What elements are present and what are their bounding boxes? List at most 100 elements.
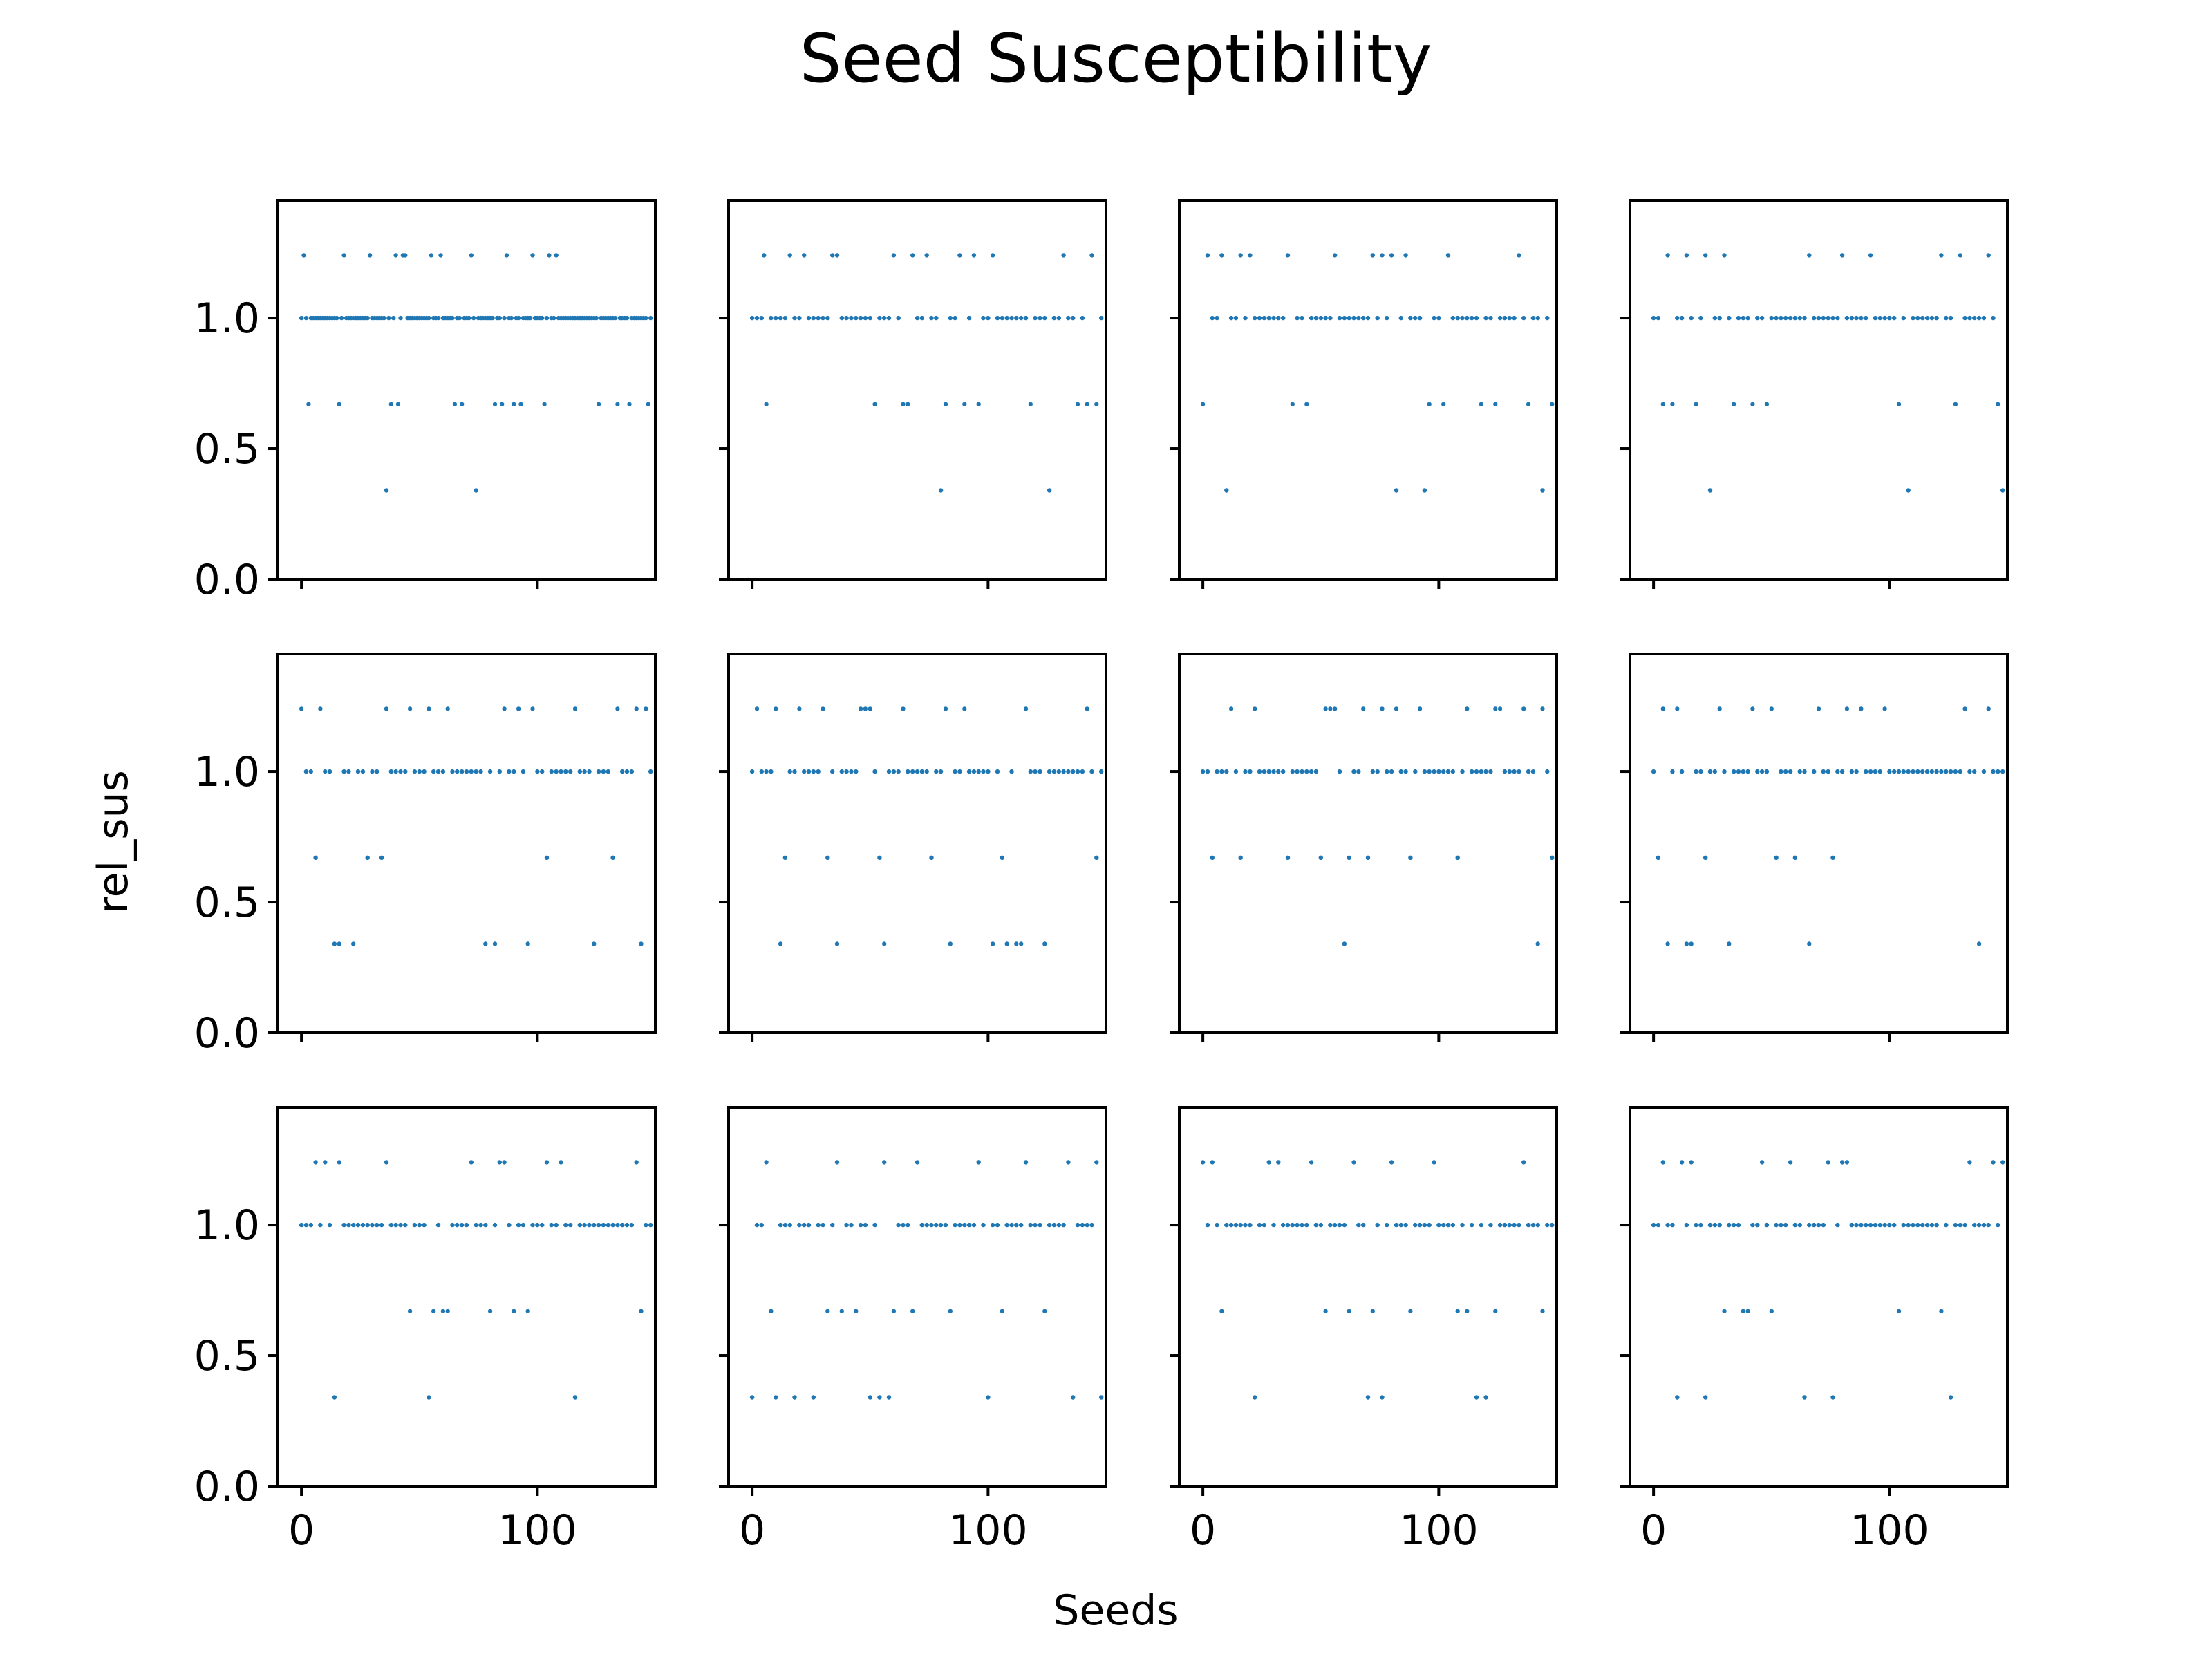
scatter-point <box>1797 769 1802 774</box>
scatter-point <box>445 706 450 711</box>
scatter-point <box>782 855 788 861</box>
scatter-point <box>1816 1222 1821 1228</box>
scatter-point <box>1238 253 1243 258</box>
scatter-point <box>1094 402 1099 406</box>
scatter-point <box>882 1160 887 1165</box>
scatter-point <box>938 769 944 774</box>
scatter-point <box>460 402 465 406</box>
scatter-point <box>502 1160 507 1165</box>
scatter-point <box>554 769 559 774</box>
scatter-point <box>1337 1222 1342 1228</box>
scatter-point <box>1394 706 1399 711</box>
scatter-series <box>1651 1160 2005 1400</box>
scatter-point <box>1774 315 1779 321</box>
scatter-series <box>749 1160 1104 1400</box>
scatter-point <box>1205 769 1210 774</box>
scatter-point <box>335 315 339 321</box>
scatter-point <box>816 1222 821 1228</box>
scatter-point <box>1976 1222 1982 1228</box>
scatter-point <box>615 1222 620 1228</box>
scatter-point <box>1200 1160 1206 1165</box>
scatter-point <box>1318 855 1324 861</box>
scatter-point <box>1497 1222 1503 1228</box>
scatter-point <box>1844 706 1850 711</box>
scatter-point <box>1474 769 1479 774</box>
scatter-point <box>1981 1222 1987 1228</box>
scatter-point <box>1991 315 1996 321</box>
scatter-point <box>1944 315 1949 321</box>
scatter-point <box>1859 315 1864 321</box>
scatter-point <box>554 1222 559 1228</box>
scatter-point <box>1290 769 1295 774</box>
x-tick-label: 0 <box>739 1506 765 1555</box>
scatter-point <box>792 315 797 321</box>
scatter-point <box>1797 315 1802 321</box>
scatter-point <box>1759 769 1765 774</box>
scatter-point <box>351 941 356 946</box>
axes-frame <box>276 1106 657 1488</box>
scatter-point <box>497 1160 502 1165</box>
scatter-point <box>587 1222 592 1228</box>
scatter-point <box>1859 1222 1864 1228</box>
scatter-point <box>1253 706 1257 711</box>
scatter-point <box>854 1309 859 1314</box>
scatter-point <box>1981 315 1987 321</box>
scatter-point <box>504 253 509 258</box>
scatter-point <box>1826 769 1830 774</box>
y-tick-label: 0.0 <box>194 1009 260 1058</box>
scatter-point <box>535 769 540 774</box>
scatter-point <box>778 941 783 946</box>
scatter-point <box>568 769 573 774</box>
scatter-point <box>1285 855 1291 861</box>
scatter-point <box>1924 769 1930 774</box>
scatter-point <box>1732 769 1736 774</box>
scatter-point <box>507 1222 512 1228</box>
axes-frame <box>1178 653 1558 1034</box>
scatter-point <box>1304 769 1309 774</box>
scatter-point <box>1948 1395 1953 1400</box>
scatter-point <box>1788 1160 1793 1165</box>
scatter-point <box>1967 769 1972 774</box>
scatter-point <box>1075 402 1080 406</box>
scatter-point <box>639 1309 644 1314</box>
scatter-point <box>1839 1160 1845 1165</box>
scatter-point <box>1792 855 1798 861</box>
scatter-point <box>858 315 863 321</box>
scatter-point <box>1337 769 1342 774</box>
scatter-point <box>976 402 981 406</box>
scatter-point <box>1788 769 1793 774</box>
scatter-point <box>452 402 458 406</box>
scatter-point <box>1694 402 1698 406</box>
scatter-point <box>440 769 446 774</box>
scatter-point <box>507 769 512 774</box>
scatter-point <box>1347 1309 1351 1314</box>
scatter-point <box>948 315 953 321</box>
scatter-point <box>1243 315 1248 321</box>
scatter-point <box>388 1222 393 1228</box>
scatter-point <box>1864 1222 1868 1228</box>
scatter-point <box>313 1160 318 1165</box>
scatter-point <box>490 315 495 321</box>
scatter-point <box>547 253 552 258</box>
scatter-point <box>1328 315 1333 321</box>
scatter-point <box>355 1222 361 1228</box>
scatter-point <box>1089 253 1094 258</box>
scatter-point <box>1422 769 1427 774</box>
scatter-point <box>1422 488 1427 493</box>
scatter-point <box>1821 769 1826 774</box>
scatter-point <box>542 402 547 406</box>
x-tick-label: 100 <box>948 1506 1028 1555</box>
scatter-point <box>438 253 443 258</box>
scatter-point <box>1835 1222 1840 1228</box>
scatter-point <box>360 769 366 774</box>
scatter-series <box>1651 706 2005 946</box>
scatter-series <box>1200 1160 1555 1400</box>
scatter-point <box>1873 315 1878 321</box>
scatter-point <box>1727 315 1732 321</box>
scatter-point <box>518 402 523 406</box>
scatter-point <box>299 1222 304 1228</box>
scatter-point <box>858 706 863 711</box>
scatter-point <box>1313 769 1319 774</box>
scatter-point <box>554 253 559 258</box>
scatter-point <box>962 1222 967 1228</box>
